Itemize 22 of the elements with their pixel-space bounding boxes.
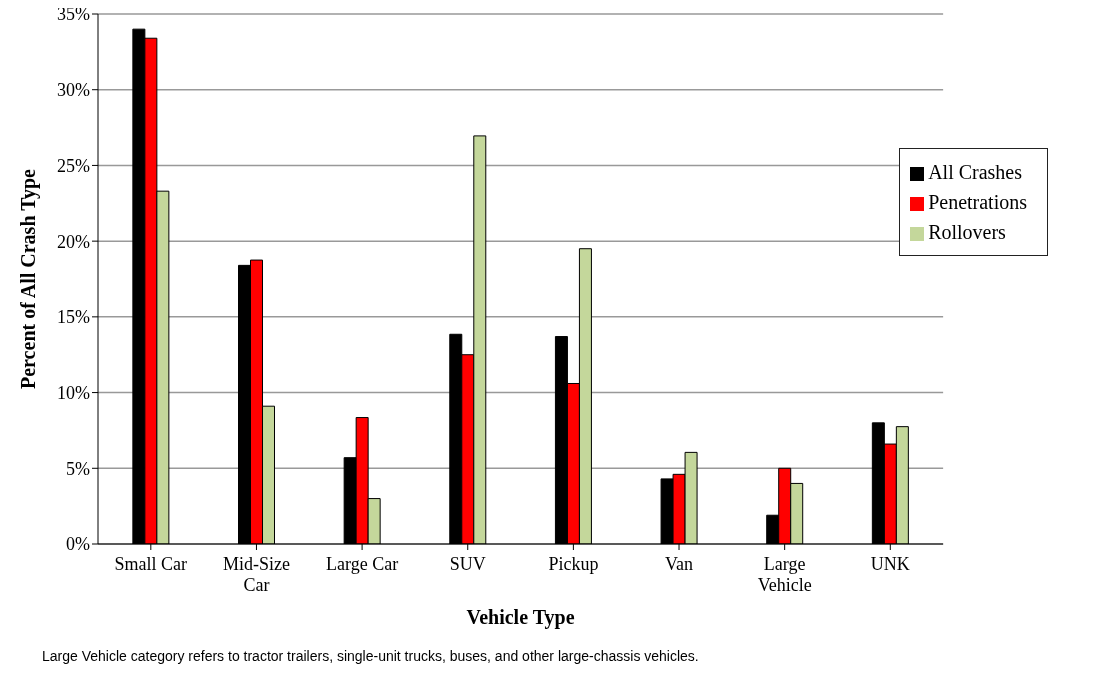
y-tick-label: 35%: [57, 4, 90, 25]
y-tick-label: 15%: [57, 307, 90, 328]
y-tick-label: 20%: [57, 231, 90, 252]
x-tick-label: Small Car: [114, 554, 188, 574]
y-tick-label: 10%: [57, 382, 90, 403]
y-tick-label: 30%: [57, 80, 90, 101]
legend-label: Rollovers: [928, 221, 1006, 243]
x-tick-label: Large Vehicle: [757, 554, 812, 595]
text: Large Vehicle category refers to tractor trailers, single-unit trucks, buses, and other large-chassis vehicles.: [42, 648, 700, 664]
x-tick-label: SUV: [449, 554, 486, 574]
x-axis-title: Vehicle Type: [466, 606, 575, 629]
x-tick-label: Mid-Size Car: [222, 554, 290, 595]
y-axis-title: Percent of All Crash Type: [17, 168, 41, 389]
legend-label: All Crashes: [928, 161, 1023, 183]
legend-label: Penetrations: [928, 191, 1027, 213]
y-tick-label: 5%: [66, 458, 90, 479]
y-tick-label: 0%: [66, 534, 90, 555]
y-tick-label: 25%: [57, 155, 90, 176]
x-tick-label: UNK: [870, 554, 910, 574]
x-tick-label: Large Car: [326, 554, 399, 574]
x-tick-label: Pickup: [548, 554, 599, 574]
x-tick-label: Van: [665, 554, 694, 574]
